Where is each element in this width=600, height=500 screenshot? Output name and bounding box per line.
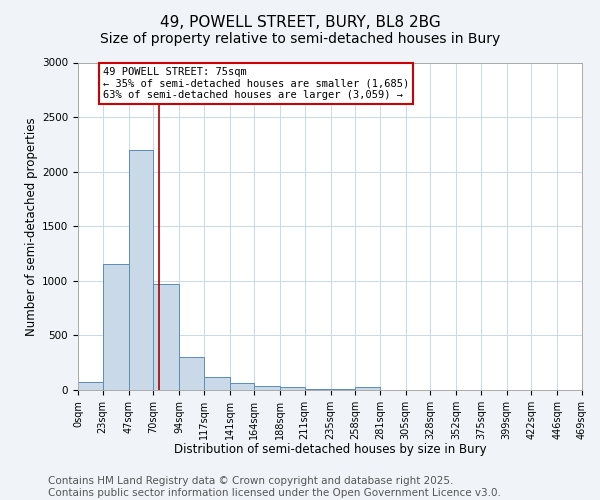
Bar bbox=[280, 388, 305, 390]
Bar bbox=[355, 388, 380, 390]
Bar bbox=[103, 264, 128, 390]
Bar bbox=[305, 389, 331, 390]
Text: Size of property relative to semi-detached houses in Bury: Size of property relative to semi-detach… bbox=[100, 32, 500, 46]
Text: 49 POWELL STREET: 75sqm
← 35% of semi-detached houses are smaller (1,685)
63% of: 49 POWELL STREET: 75sqm ← 35% of semi-de… bbox=[103, 67, 409, 100]
Bar bbox=[230, 384, 254, 390]
Bar bbox=[128, 150, 153, 390]
Text: 49, POWELL STREET, BURY, BL8 2BG: 49, POWELL STREET, BURY, BL8 2BG bbox=[160, 15, 440, 30]
X-axis label: Distribution of semi-detached houses by size in Bury: Distribution of semi-detached houses by … bbox=[173, 444, 487, 456]
Bar bbox=[153, 284, 179, 390]
Bar bbox=[179, 356, 204, 390]
Text: Contains HM Land Registry data © Crown copyright and database right 2025.
Contai: Contains HM Land Registry data © Crown c… bbox=[48, 476, 501, 498]
Bar bbox=[254, 386, 280, 390]
Y-axis label: Number of semi-detached properties: Number of semi-detached properties bbox=[25, 117, 38, 336]
Bar bbox=[78, 382, 103, 390]
Bar bbox=[204, 378, 230, 390]
